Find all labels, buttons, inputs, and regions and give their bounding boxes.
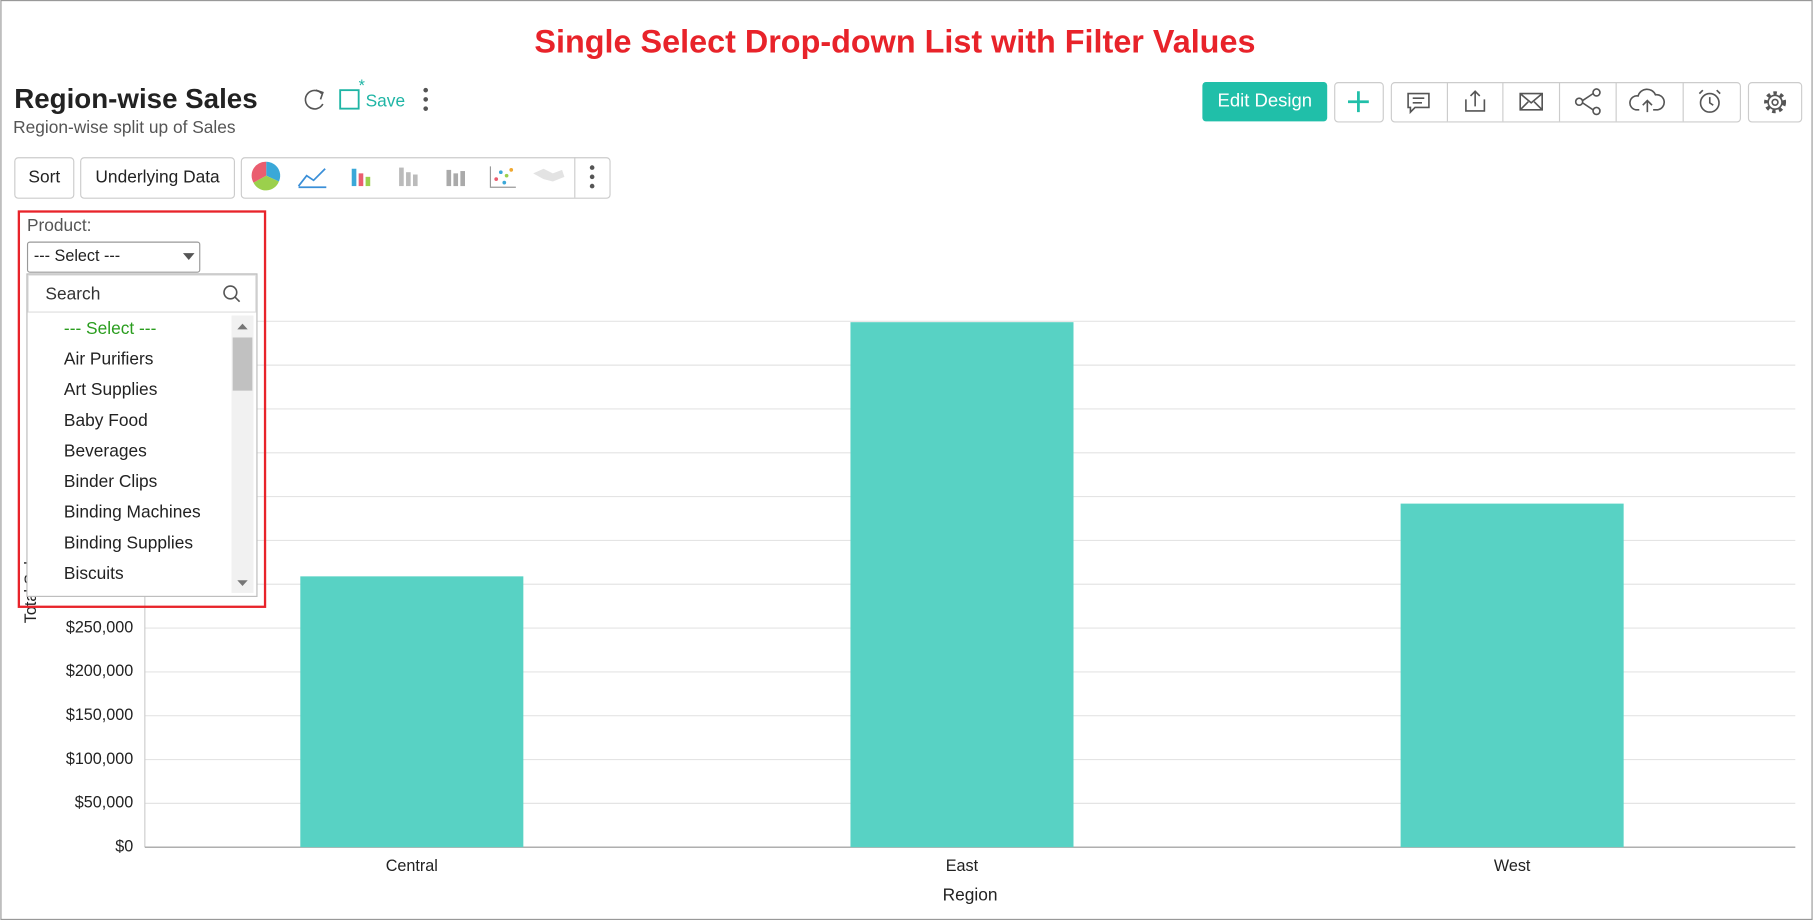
- scroll-thumb: [232, 337, 253, 391]
- edit-design-bg: [1202, 82, 1328, 122]
- combo-type[interactable]: [446, 169, 465, 187]
- upload-button[interactable]: [1629, 88, 1666, 113]
- email-button[interactable]: [1519, 92, 1543, 111]
- y-tick-label: $200,000: [66, 662, 133, 680]
- bar[interactable]: [850, 322, 1074, 848]
- more-menu[interactable]: [423, 87, 429, 111]
- action-group: [1390, 82, 1741, 123]
- alarm-button[interactable]: [1698, 89, 1721, 113]
- product-select[interactable]: --- Select ---: [26, 241, 201, 273]
- refresh-button[interactable]: [304, 89, 324, 110]
- sort-label: Sort: [28, 167, 60, 187]
- chart-more[interactable]: [589, 165, 595, 189]
- gear-ring: [1767, 94, 1783, 111]
- option[interactable]: --- Select ---: [64, 318, 156, 338]
- bar-type[interactable]: [351, 168, 371, 187]
- add-button[interactable]: [1334, 82, 1384, 123]
- settings-button[interactable]: [1747, 82, 1803, 123]
- search-placeholder: Search: [45, 283, 100, 303]
- share-button[interactable]: [1574, 88, 1601, 116]
- option[interactable]: Binding Machines: [64, 502, 201, 522]
- y-tick-label: $50,000: [75, 794, 133, 812]
- underlying-data-label: Underlying Data: [95, 167, 220, 187]
- search-icon: [223, 285, 238, 300]
- save-button[interactable]: * Save: [339, 77, 406, 110]
- option[interactable]: Air Purifiers: [64, 349, 154, 369]
- filter-label: Product:: [27, 215, 92, 235]
- scrollbar[interactable]: [231, 315, 254, 593]
- underlying-data-button[interactable]: Underlying Data: [80, 157, 235, 199]
- filter-panel: Product: --- Select --- Search --- Selec…: [17, 210, 267, 608]
- x-tick-label: West: [1494, 857, 1531, 875]
- y-tick-label: $100,000: [66, 750, 133, 768]
- option[interactable]: Beverages: [64, 440, 147, 460]
- option[interactable]: Biscuits: [64, 563, 124, 583]
- add-icon: [1348, 91, 1369, 113]
- search-box[interactable]: Search: [27, 274, 257, 313]
- bar[interactable]: [1400, 503, 1624, 848]
- chart-type-group: [240, 157, 611, 199]
- y-tick-label: $150,000: [66, 706, 133, 724]
- edit-design-button[interactable]: Edit Design: [1202, 82, 1328, 122]
- y-tick-label: $250,000: [66, 618, 133, 636]
- y-tick-label: $0: [115, 837, 133, 855]
- option[interactable]: Binding Supplies: [64, 532, 193, 552]
- edit-design-label: Edit Design: [1218, 90, 1313, 111]
- line-type[interactable]: [297, 168, 327, 189]
- report-subtitle: Region-wise split up of Sales: [13, 117, 236, 137]
- refresh-arrow: [315, 89, 324, 100]
- pie-type[interactable]: [251, 161, 281, 191]
- option[interactable]: Baby Food: [64, 410, 148, 430]
- map-type[interactable]: [533, 168, 565, 182]
- select-arrow: [182, 253, 195, 261]
- save-icon: [339, 89, 360, 110]
- banner: Single Select Drop-down List with Filter…: [534, 23, 1255, 59]
- gear-hub: [1771, 98, 1779, 106]
- gear-teeth: [1764, 91, 1787, 114]
- export-button[interactable]: [1465, 90, 1486, 112]
- report-title: Region-wise Sales: [14, 83, 257, 114]
- x-tick-label: Central: [386, 857, 438, 875]
- bar[interactable]: [300, 576, 524, 848]
- dropdown-panel: [26, 273, 258, 597]
- x-axis-title: Region: [943, 884, 998, 904]
- highlight-box: [17, 210, 267, 608]
- comment-button[interactable]: [1407, 92, 1430, 115]
- option[interactable]: Binder Clips: [64, 471, 158, 491]
- save-star: *: [359, 77, 366, 95]
- select-value: --- Select ---: [34, 247, 120, 265]
- scatter-type[interactable]: [489, 166, 516, 188]
- option-list: --- Select --- Air Purifiers Art Supplies B…: [64, 318, 201, 583]
- stacked-type[interactable]: [399, 167, 418, 187]
- option[interactable]: Art Supplies: [64, 379, 158, 399]
- sort-button[interactable]: Sort: [14, 157, 75, 199]
- x-tick-label: East: [946, 857, 979, 875]
- save-label: Save: [366, 90, 406, 110]
